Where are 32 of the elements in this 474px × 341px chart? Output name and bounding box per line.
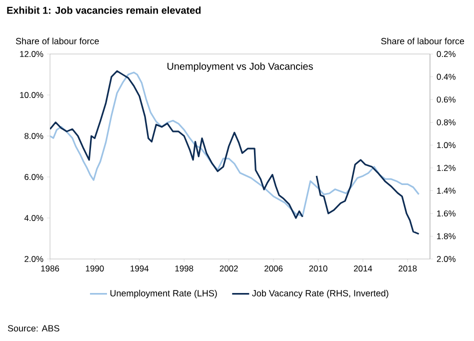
y2-tick-label: 1.8% — [437, 233, 456, 240]
x-tick-label: 2002 — [220, 266, 238, 272]
y-axis-title: Share of labour force — [16, 38, 99, 44]
x-tick-label: 2010 — [309, 266, 328, 272]
y2-tick-label: 1.0% — [437, 142, 456, 148]
y2-tick-label: 0.4% — [436, 74, 456, 80]
source-note: Source: ABS — [8, 325, 60, 332]
chart-title: Exhibit 1: Job vacancies remain elevated — [7, 6, 201, 14]
legend-label: Job Vacancy Rate (RHS, Inverted) — [252, 290, 388, 298]
y2-tick-label: 1.4% — [437, 188, 456, 194]
x-tick-label: 2014 — [354, 266, 372, 272]
y-tick-label: 12.0% — [20, 51, 44, 57]
y2-tick-label: 2.0% — [436, 256, 456, 262]
y2-axis-title: Share of labour force — [381, 38, 464, 44]
x-tick-label: 1994 — [130, 266, 149, 272]
y-tick-label: 10.0% — [20, 92, 44, 98]
legend-label: Unemployment Rate (LHS) — [110, 290, 217, 298]
x-tick-label: 1986 — [41, 266, 60, 272]
x-tick-label: 2018 — [398, 266, 417, 272]
y-tick-label: 8.0% — [24, 133, 44, 139]
y2-tick-label: 0.2% — [436, 51, 456, 57]
y2-tick-label: 1.6% — [437, 210, 456, 216]
text: Unemployment vs Job Vacancies — [167, 62, 313, 72]
y-tick-label: 6.0% — [24, 174, 44, 180]
x-tick-label: 2006 — [264, 266, 283, 272]
y2-tick-label: 0.6% — [436, 96, 456, 103]
x-tick-label: 1990 — [86, 266, 104, 272]
y2-tick-label: 0.8% — [436, 119, 456, 126]
y-tick-label: 2.0% — [24, 256, 44, 262]
x-tick-label: 1998 — [175, 266, 194, 272]
y-tick-label: 4.0% — [24, 215, 44, 221]
y2-tick-label: 1.2% — [437, 164, 456, 171]
